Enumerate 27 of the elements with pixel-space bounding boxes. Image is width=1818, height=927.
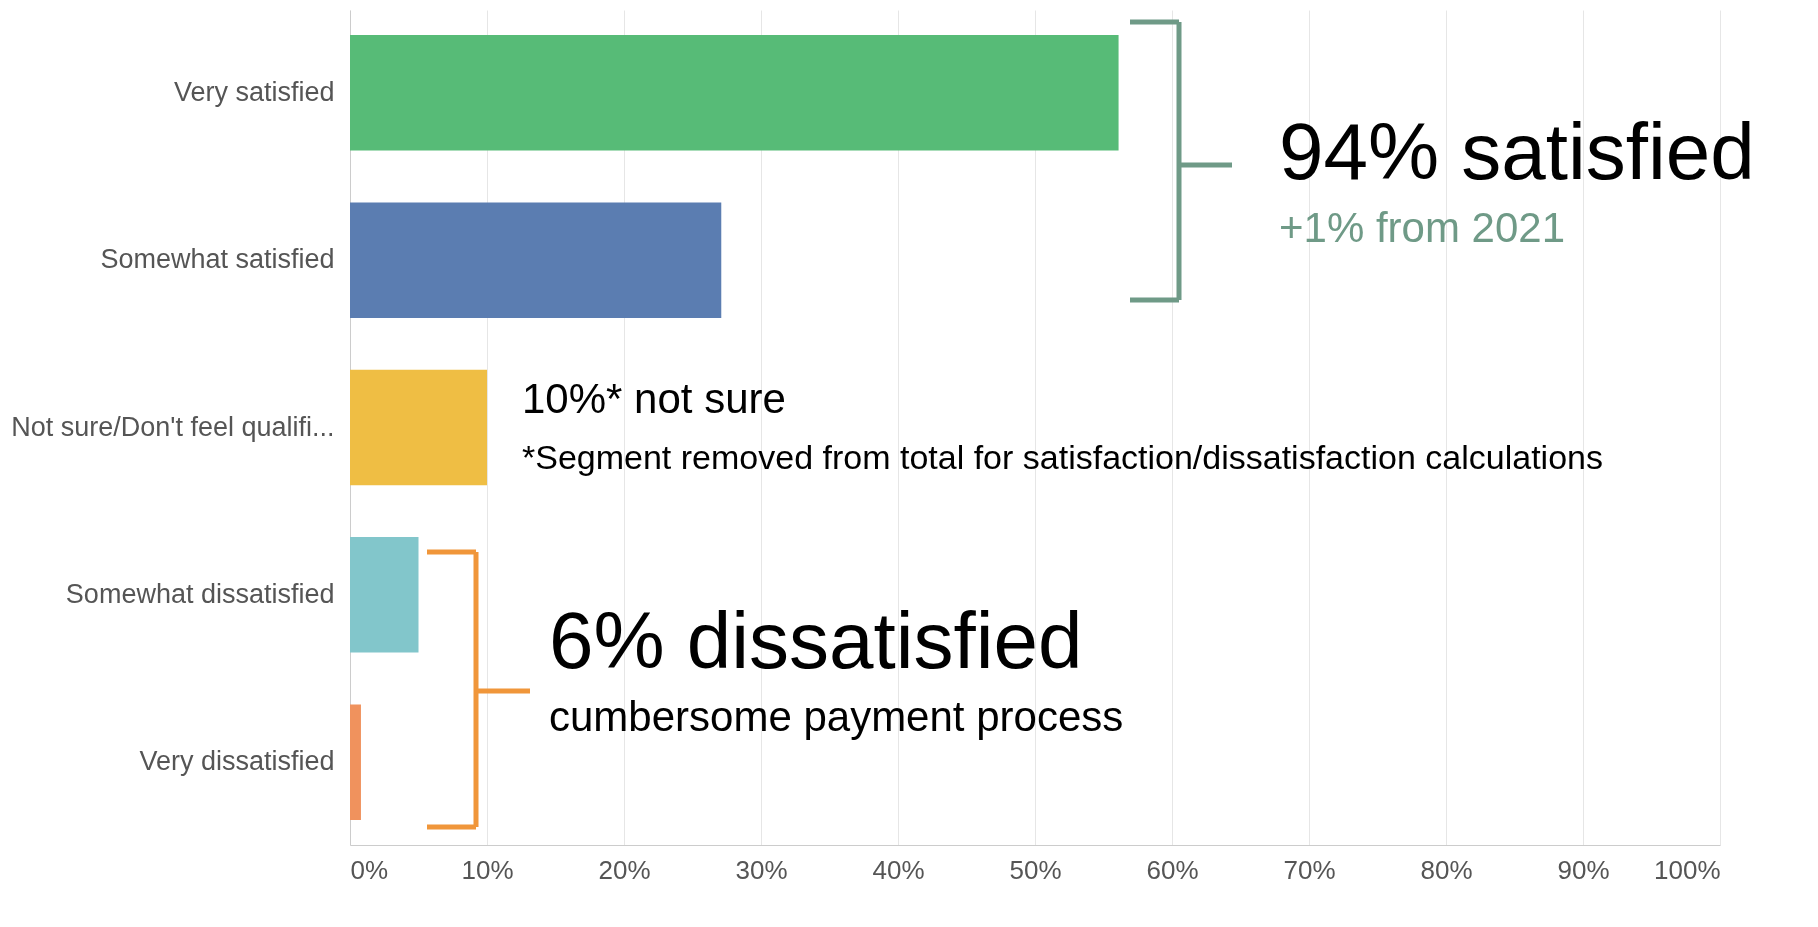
y-tick-label: Somewhat satisfied <box>100 244 335 275</box>
annotation: 10%* not sure <box>522 375 786 422</box>
x-tick-label: 60% <box>1146 854 1199 885</box>
bar <box>350 537 419 653</box>
x-tick-label: 70% <box>1283 854 1336 885</box>
x-tick-label: 100% <box>1654 854 1721 885</box>
x-tick-label: 20% <box>598 854 651 885</box>
annotation: *Segment removed from total for satisfaction/dissatisfaction calculations <box>522 438 1603 476</box>
x-tick-label: 50% <box>1009 854 1062 885</box>
x-tick-label: 90% <box>1557 854 1610 885</box>
annotation: 6% dissatisfied <box>549 596 1083 685</box>
annotation: cumbersome payment process <box>549 693 1124 740</box>
bar <box>350 369 487 486</box>
bar <box>350 35 1119 151</box>
bar <box>350 202 722 318</box>
x-tick-label: 40% <box>872 854 925 885</box>
x-tick-label: 10% <box>461 854 514 885</box>
x-tick-label: 0% <box>350 854 389 885</box>
x-tick-label: 80% <box>1420 854 1473 885</box>
y-tick-label: Very dissatisfied <box>139 746 335 777</box>
annotation: 94% satisfied <box>1279 107 1755 196</box>
y-tick-label: Not sure/Don't feel qualifi... <box>11 411 335 442</box>
y-tick-label: Somewhat dissatisfied <box>65 578 335 609</box>
bar <box>350 704 361 820</box>
annotation: +1% from 2021 <box>1279 204 1566 251</box>
y-tick-label: Very satisfied <box>173 76 335 107</box>
x-tick-label: 30% <box>735 854 788 885</box>
